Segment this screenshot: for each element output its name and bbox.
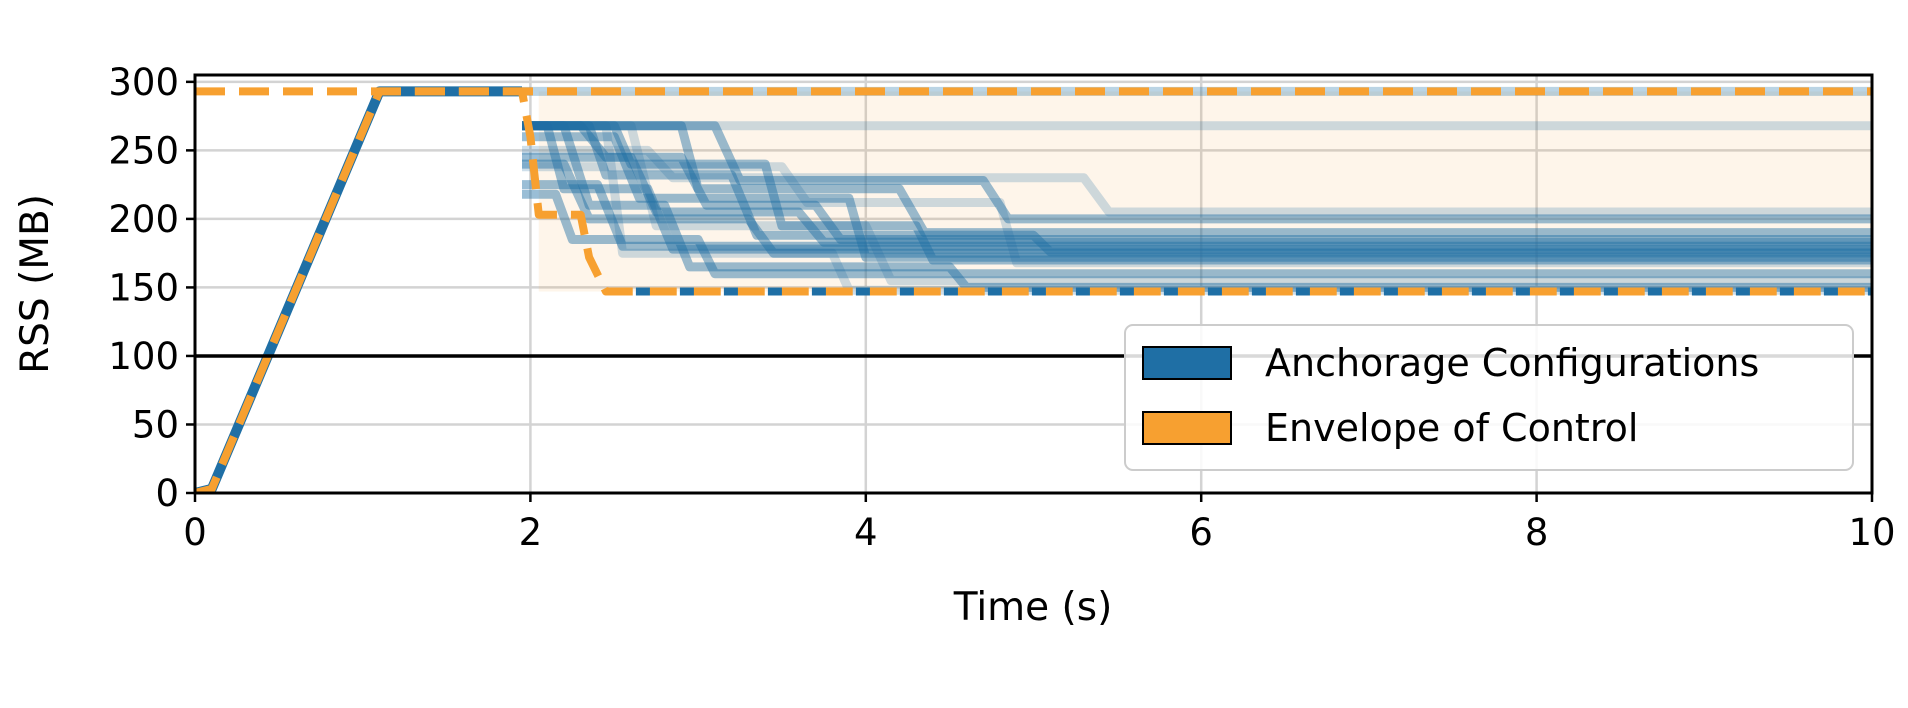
series-line <box>522 159 1872 258</box>
y-tick-label: 300 <box>108 61 179 104</box>
series-line <box>522 180 1872 251</box>
legend-label-anchorage: Anchorage Configurations <box>1265 341 1759 385</box>
legend-swatch-anchorage <box>1142 346 1232 380</box>
series-line <box>522 121 1872 257</box>
series-line <box>522 121 1872 238</box>
y-tick-label: 50 <box>132 403 179 446</box>
legend: Anchorage Configurations Envelope of Con… <box>1124 324 1854 471</box>
x-tick-label: 6 <box>1189 511 1213 554</box>
plot-frame <box>193 73 1874 495</box>
envelope-lower-line <box>195 87 1872 493</box>
series-line <box>522 189 1872 279</box>
x-axis-label: Time (s) <box>953 585 1113 630</box>
envelope-lines <box>195 87 1872 493</box>
x-tick-label: 8 <box>1525 511 1549 554</box>
series-line <box>522 152 1872 247</box>
series-line <box>522 121 1872 292</box>
series-line <box>522 121 1872 265</box>
series-line <box>522 162 1872 268</box>
series-line <box>522 121 1872 244</box>
series-line <box>522 145 1872 217</box>
x-tick-label: 10 <box>1848 511 1895 554</box>
y-tick-label: 0 <box>155 472 179 515</box>
envelope-band <box>538 91 1873 292</box>
legend-label-envelope: Envelope of Control <box>1265 406 1638 450</box>
y-tick-label: 100 <box>108 335 179 378</box>
legend-box <box>1124 324 1854 471</box>
series-line <box>522 121 1872 286</box>
series-line <box>522 121 1872 224</box>
x-tick-label: 4 <box>854 511 878 554</box>
legend-swatch-envelope <box>1142 411 1232 445</box>
series-line <box>195 86 522 493</box>
series-line <box>522 132 1872 262</box>
series-line <box>522 121 1872 254</box>
x-tick-label: 0 <box>183 511 207 554</box>
y-tick-label: 250 <box>108 129 179 172</box>
series-lines <box>195 86 1872 493</box>
y-tick-label: 150 <box>108 266 179 309</box>
y-tick-label: 200 <box>108 198 179 241</box>
x-tick-label: 2 <box>519 511 543 554</box>
y-axis-label: RSS (MB) <box>13 194 58 374</box>
